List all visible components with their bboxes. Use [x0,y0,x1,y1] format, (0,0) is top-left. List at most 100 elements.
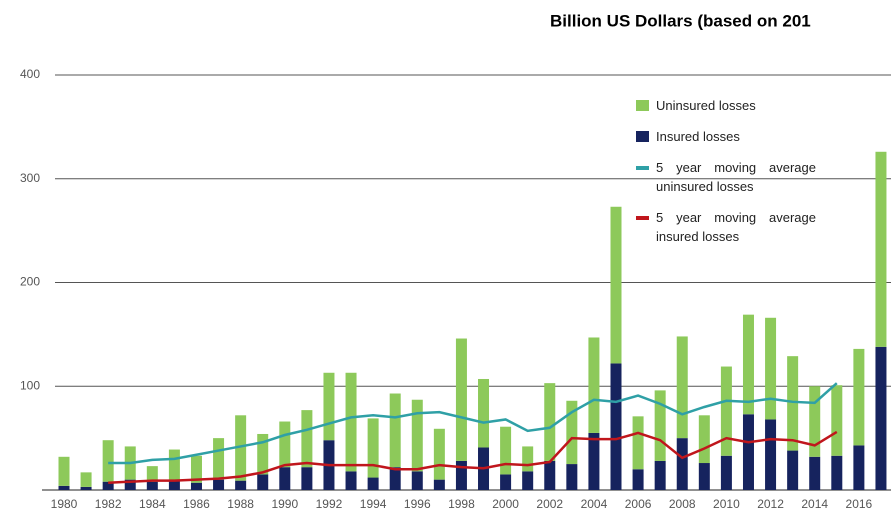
bar [433,428,445,480]
bar [235,480,247,490]
bar [698,415,710,464]
x-tick-label: 1984 [139,497,166,511]
bar [588,432,600,490]
bar [787,356,799,451]
bar [367,418,379,478]
bar [301,410,313,468]
x-tick-label: 2002 [536,497,563,511]
x-tick-label: 2004 [581,497,608,511]
bar [168,479,180,490]
bar [168,449,180,480]
bar [566,400,578,465]
bar [654,460,666,490]
bar [720,366,732,456]
x-tick-label: 2010 [713,497,740,511]
bar [257,474,269,490]
moving-average-line [108,382,838,465]
legend-label: 5 year moving average insured losses [656,210,816,244]
bar [190,482,202,490]
x-tick-label: 2006 [625,497,652,511]
bar [544,460,556,490]
bar [632,416,644,470]
bar [588,337,600,433]
x-tick-label: 2008 [669,497,696,511]
bar [102,481,114,490]
bar [875,346,887,490]
bar [367,477,379,490]
x-tick-label: 2000 [492,497,519,511]
bar [765,317,777,420]
x-tick-label: 1990 [271,497,298,511]
bar [500,474,512,490]
x-tick-label: 2012 [757,497,784,511]
bar [676,438,688,490]
legend-swatch [636,100,649,111]
legend-label: 5 year moving average uninsured losses [656,160,816,194]
bar [875,151,887,347]
bar [654,390,666,461]
legend: Uninsured losses Insured losses 5 year mov… [636,96,816,258]
bar [102,440,114,482]
y-tick-label: 200 [20,275,40,289]
bar [676,336,688,439]
bar [522,446,534,472]
legend-label: Uninsured losses [656,98,756,113]
x-tick-label: 1996 [404,497,431,511]
x-tick-label: 1992 [316,497,343,511]
bar [58,456,70,486]
bar [279,467,291,490]
bar [455,338,467,461]
bar [632,469,644,490]
legend-item: 5 year moving average insured losses [636,208,816,246]
bar [500,426,512,475]
x-tick-label: 1980 [51,497,78,511]
bar [478,378,490,448]
bar [235,415,247,481]
legend-item: Uninsured losses [636,96,816,115]
moving-average-line [108,430,838,484]
bar [455,460,467,490]
y-tick-label: 300 [20,171,40,185]
y-tick-label: 400 [20,67,40,81]
bar [257,433,269,475]
bar [522,471,534,490]
bar [831,455,843,490]
bar [279,421,291,468]
bar [301,467,313,490]
bar [345,372,357,472]
bar [720,455,732,490]
x-tick-label: 1998 [448,497,475,511]
bar [610,206,622,364]
bar [124,479,136,490]
legend-label: Insured losses [656,129,740,144]
bar [213,479,225,490]
bar [742,314,754,415]
legend-swatch [636,166,649,170]
bar [213,438,225,480]
y-tick-label: 100 [20,378,40,392]
bar [190,455,202,483]
bar [698,463,710,490]
legend-item: Insured losses [636,127,816,146]
bar [323,372,335,441]
bar [345,471,357,490]
bar [80,472,92,487]
bar [853,348,865,446]
bar [411,471,423,490]
bar [787,450,799,490]
bar [389,467,401,490]
bar [831,385,843,456]
x-tick-label: 2016 [846,497,873,511]
bar [610,363,622,490]
bar [544,383,556,461]
x-tick-label: 1986 [183,497,210,511]
x-tick-label: 1982 [95,497,122,511]
chart-title: Billion US Dollars (based on 201 [550,11,811,30]
bar [146,481,158,490]
x-tick-label: 1994 [360,497,387,511]
bar [146,466,158,482]
x-tick-label: 2014 [801,497,828,511]
bar [566,464,578,490]
